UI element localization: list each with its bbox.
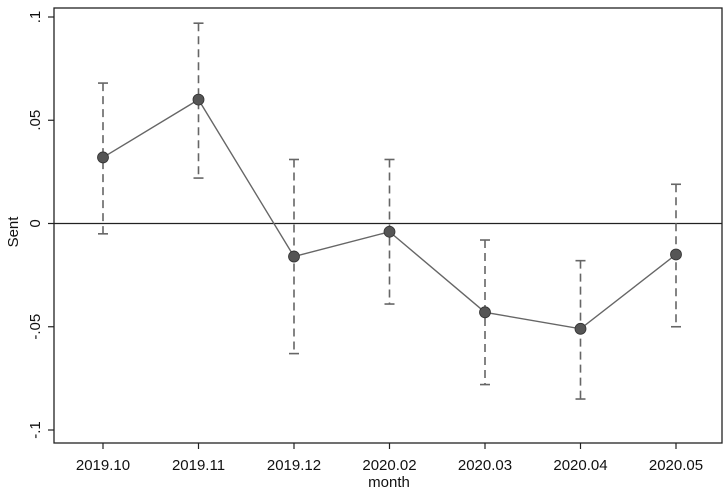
ticks: -.1 -.05 0 .05 .1 2019.10 2019.11 2019.12 2020.0… bbox=[27, 11, 703, 474]
x-tick-label: 2020.02 bbox=[362, 457, 416, 474]
x-tick-label: 2019.12 bbox=[267, 457, 321, 474]
x-tick-label: 2019.10 bbox=[76, 457, 130, 474]
data-point bbox=[670, 248, 682, 261]
x-axis-title: month bbox=[368, 474, 410, 491]
x-tick-label: 2020.04 bbox=[553, 457, 607, 474]
y-tick-label: 0 bbox=[27, 219, 44, 227]
x-tick-label: 2020.03 bbox=[458, 457, 512, 474]
data-point bbox=[383, 225, 396, 238]
data-point bbox=[288, 250, 300, 263]
y-tick-label: .05 bbox=[27, 110, 44, 131]
data-point bbox=[192, 93, 205, 106]
y-axis-title: Sent bbox=[5, 216, 22, 248]
plot-frame bbox=[53, 7, 723, 444]
axes bbox=[53, 7, 723, 444]
data-point bbox=[574, 322, 587, 335]
x-tick-label: 2019.11 bbox=[172, 457, 225, 474]
y-tick-label: -.1 bbox=[27, 421, 44, 439]
x-tick-label: 2020.05 bbox=[649, 457, 703, 474]
series bbox=[97, 93, 682, 335]
y-tick-label: .1 bbox=[27, 11, 44, 24]
y-tick-label: -.05 bbox=[27, 314, 44, 340]
data-point bbox=[97, 151, 109, 164]
data-point bbox=[479, 306, 491, 319]
